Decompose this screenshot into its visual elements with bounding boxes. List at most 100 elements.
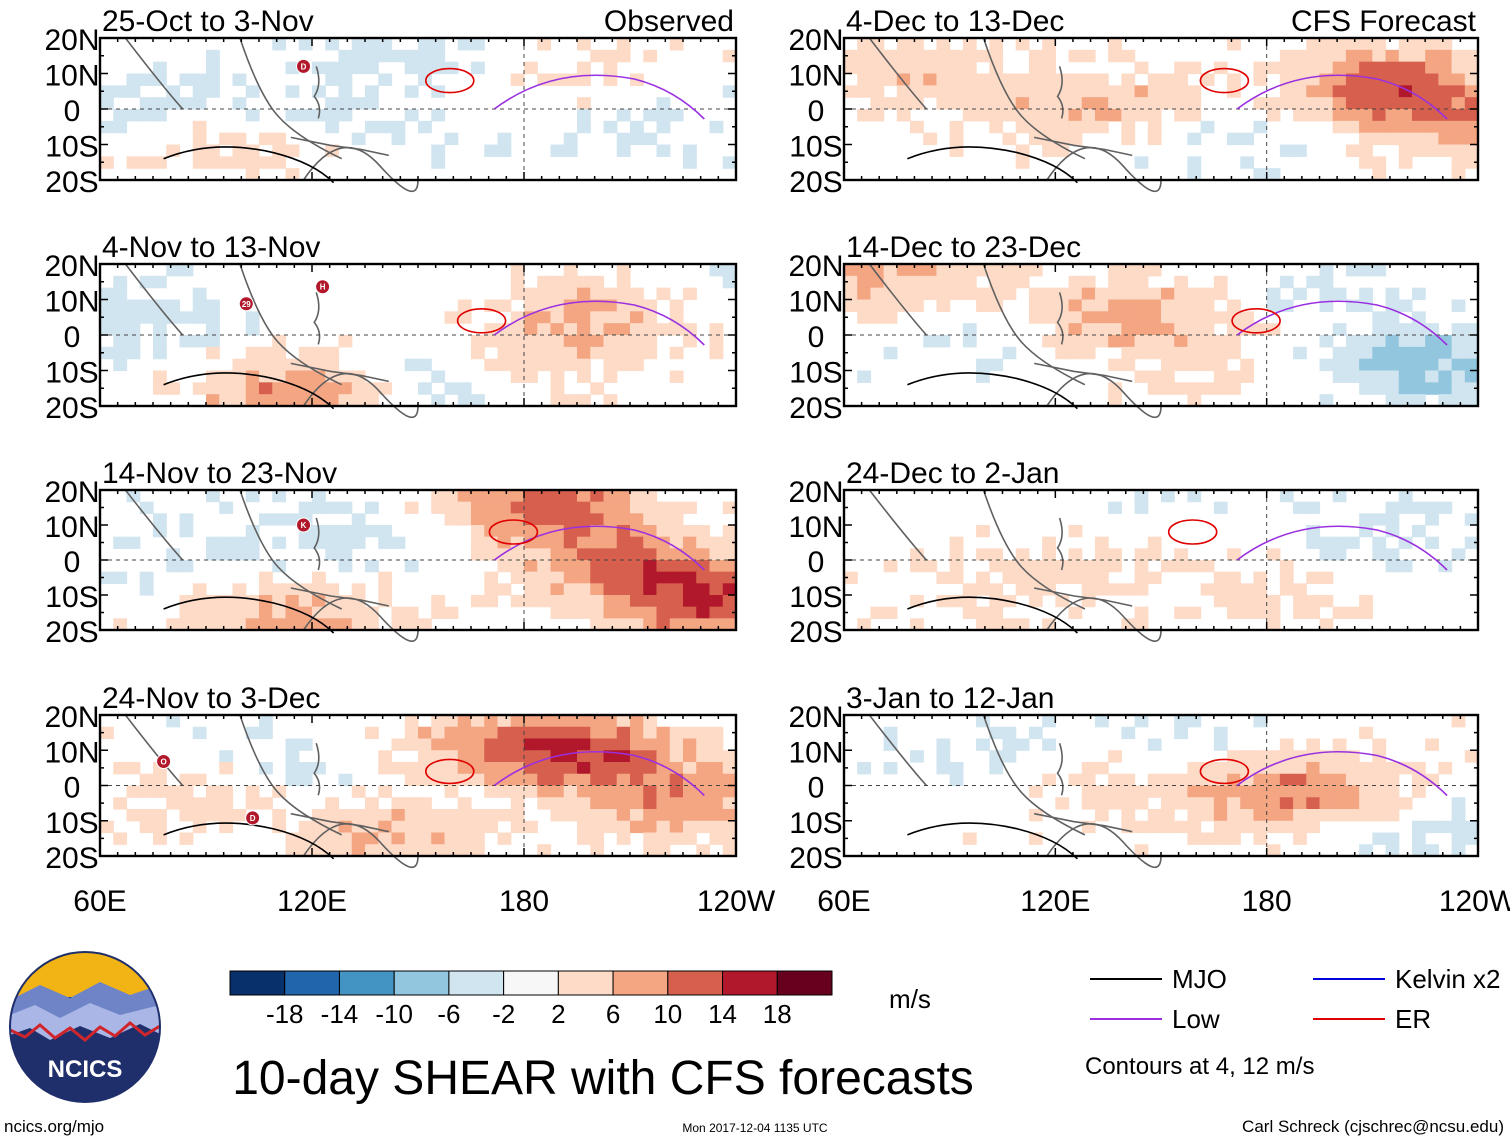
shear-cell — [857, 85, 872, 98]
shear-cell — [1398, 299, 1413, 312]
shear-cell — [1359, 156, 1373, 169]
shear-cell — [883, 560, 898, 573]
shear-cell — [1279, 785, 1294, 798]
shear-cell — [1055, 595, 1070, 608]
shear-cell — [590, 560, 605, 573]
shear-cell — [870, 606, 885, 619]
shear-cell — [630, 583, 644, 596]
shear-cell — [1240, 785, 1255, 798]
shear-cell — [457, 832, 472, 845]
shear-cell — [1438, 73, 1453, 86]
shear-cell — [232, 97, 247, 110]
shear-cell — [471, 844, 485, 857]
shear-cell — [444, 773, 459, 787]
shear-cell — [1121, 287, 1136, 301]
shear-cell — [683, 606, 697, 619]
shear-cell — [1002, 97, 1017, 110]
shear-cell — [722, 809, 737, 822]
shear-cell — [1319, 61, 1334, 75]
shear-cell — [910, 97, 924, 110]
shear-cell — [577, 738, 591, 751]
ncics-logo: NCICS — [9, 951, 161, 1103]
shear-cell — [577, 583, 591, 596]
panel-title: 4-Dec to 13-Dec — [846, 5, 1064, 38]
shear-cell — [1055, 287, 1070, 301]
shear-cell — [391, 738, 406, 751]
shear-cell — [630, 287, 644, 301]
shear-cell — [153, 109, 167, 122]
shear-cell — [683, 726, 697, 740]
shear-cell — [722, 560, 737, 573]
contour-er — [488, 519, 539, 545]
shear-cell — [537, 346, 552, 360]
shear-cell — [1253, 809, 1268, 822]
shear-cell — [1438, 501, 1453, 514]
shear-cell — [616, 335, 631, 348]
shear-cell — [259, 618, 273, 631]
shear-cell — [1200, 323, 1215, 336]
shear-cell — [457, 750, 472, 763]
shear-cell — [1121, 49, 1136, 63]
shear-cell — [1213, 335, 1228, 348]
shear-cell — [976, 571, 990, 584]
shear-cell — [976, 49, 990, 63]
contour-er — [1199, 67, 1250, 94]
shear-cell — [949, 120, 964, 134]
shear-cell — [418, 750, 432, 763]
shear-cell — [1134, 311, 1149, 324]
shear-cell — [338, 109, 353, 122]
shear-cell — [444, 490, 459, 503]
shear-cell — [550, 370, 565, 383]
shear-cell — [616, 501, 631, 514]
shear-cell — [669, 513, 684, 526]
shear-cell — [351, 583, 366, 596]
shear-cell — [1147, 335, 1162, 348]
shear-cell — [1451, 168, 1466, 181]
shear-cell — [259, 762, 273, 775]
contour-mjo — [907, 822, 1078, 860]
shear-cell — [471, 773, 485, 787]
shear-cell — [298, 738, 313, 751]
shear-cell — [1425, 38, 1439, 51]
shear-cell — [113, 335, 128, 348]
shear-cell — [669, 525, 684, 538]
frame-ticks — [99, 37, 737, 181]
shear-cell — [1319, 85, 1334, 98]
shear-cell — [219, 785, 234, 798]
shear-cell — [1068, 287, 1083, 301]
shear-cell — [471, 715, 485, 728]
shear-cell — [192, 606, 207, 619]
shear-cell — [577, 323, 591, 336]
shear-cell — [1121, 132, 1136, 146]
shear-cell — [166, 618, 181, 631]
shear-cell — [1319, 773, 1334, 787]
contour-er — [1231, 307, 1281, 334]
shear-cell — [1372, 738, 1387, 751]
y-tick-label: 20N — [788, 250, 843, 283]
shear-cell — [722, 618, 737, 631]
site-url[interactable]: ncics.org/mjo — [4, 1117, 104, 1136]
shear-cell — [669, 832, 684, 845]
shear-cell — [1174, 311, 1189, 324]
shear-cell — [418, 726, 432, 740]
shear-cell — [936, 750, 951, 763]
shear-cell — [870, 264, 885, 277]
shear-cell — [1094, 287, 1109, 301]
shear-cell — [484, 536, 499, 549]
shear-cell — [1227, 571, 1241, 584]
shear-cell — [510, 501, 525, 514]
shear-cell — [1438, 85, 1453, 98]
shear-cell — [1385, 323, 1400, 336]
shear-cell — [431, 606, 446, 619]
shear-cell — [1068, 773, 1083, 787]
shear-cell — [431, 501, 446, 514]
shear-cell — [378, 382, 393, 395]
shear-cell — [1266, 844, 1281, 857]
shear-cell — [577, 715, 591, 728]
shear-cell — [1002, 726, 1017, 740]
shear-cell — [1385, 797, 1400, 810]
shear-cell — [643, 785, 658, 798]
shear-cell — [1094, 583, 1109, 596]
shear-cell — [1081, 109, 1096, 122]
